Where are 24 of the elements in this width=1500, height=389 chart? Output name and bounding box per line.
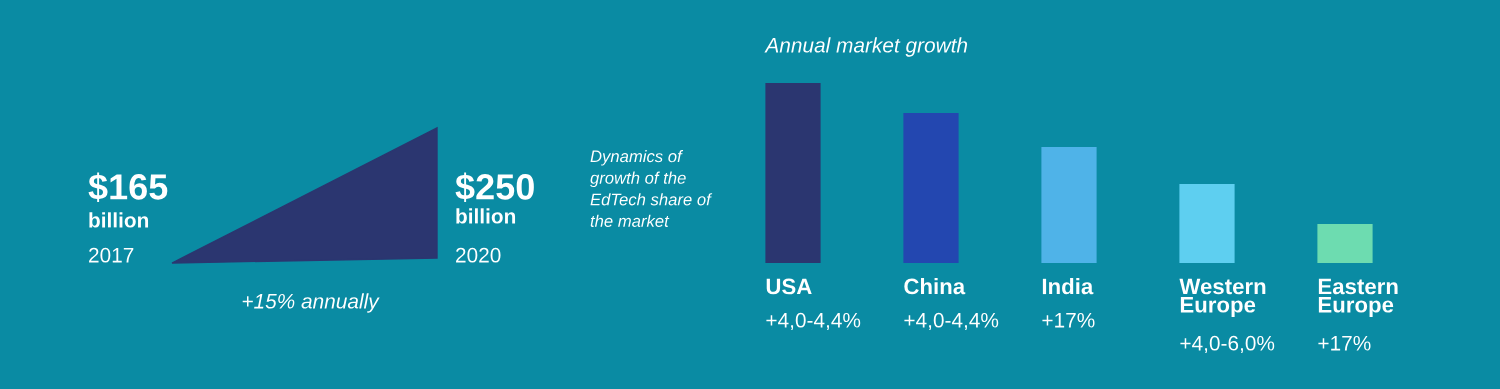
bar (765, 83, 821, 263)
text: +17% (1318, 335, 1371, 351)
text: +4,0-4,4% (904, 312, 999, 331)
bar (1041, 147, 1097, 263)
text: 2017 (89, 247, 134, 263)
text: billion (456, 208, 516, 224)
text: +4,0-6,0% (1180, 335, 1275, 354)
x-tick-label: Western Europe (1179, 278, 1266, 318)
text: $250 (455, 172, 534, 203)
chart-title: Annual market growth (764, 37, 968, 57)
bar (903, 113, 959, 263)
x-tick-label: India (1042, 278, 1094, 295)
x-tick-label: China (904, 278, 966, 295)
text: billion (89, 212, 149, 228)
text: 2020 (456, 247, 501, 263)
text: $165 (88, 172, 168, 203)
text: +17% (1042, 312, 1095, 328)
text: Dynamics of growth of the EdTech share of the market (590, 150, 713, 227)
text: +4,0-4,4% (766, 312, 861, 331)
x-tick-label: Eastern Europe (1318, 278, 1398, 318)
bar (1317, 223, 1373, 263)
x-tick-label: USA (766, 278, 812, 295)
bar (1179, 183, 1235, 263)
text: +15% annually (242, 293, 380, 313)
